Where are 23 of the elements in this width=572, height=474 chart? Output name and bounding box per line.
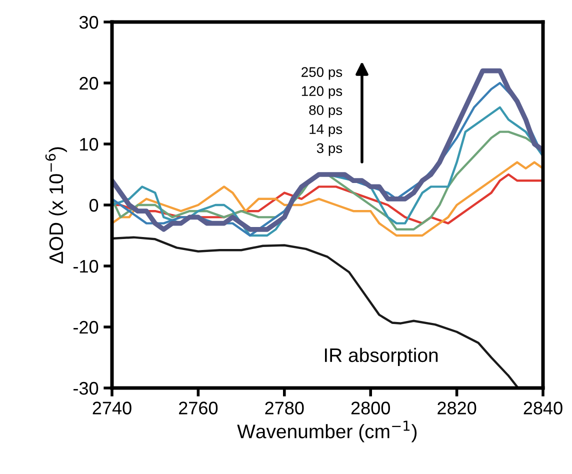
y-tick-label: 20	[80, 76, 98, 90]
y-tick-label: -30	[74, 382, 98, 395]
y-tick-label: 30	[79, 16, 98, 29]
annotation: 120 ps	[302, 86, 342, 99]
x-tick-label: 2740	[92, 402, 132, 414]
annotation: 3 ps	[316, 143, 342, 156]
annotation: 250 ps	[302, 67, 342, 80]
line-series	[112, 236, 518, 388]
annotation: IR absorption	[324, 348, 438, 366]
x-tick-label: 2820	[438, 402, 476, 414]
x-tick-label: 2840	[524, 402, 562, 414]
x-axis-title: Wavenumber (cm$^{−1}$)	[237, 420, 417, 442]
x-tick-label: 2780	[265, 402, 304, 414]
annotation: 80 ps	[309, 105, 342, 118]
x-tick-label: 2800	[351, 402, 390, 414]
line-series	[112, 161, 543, 237]
y-axis-title: ΔOD (x 10$^{−6}$)	[45, 147, 67, 264]
annotation: 14 ps	[310, 124, 342, 137]
x-tick-label: 2760	[179, 402, 218, 414]
y-tick-label: -10	[74, 260, 98, 273]
y-tick-label: 0	[89, 198, 98, 212]
y-tick-label: -20	[74, 320, 98, 334]
y-tick-label: 10	[80, 138, 98, 151]
